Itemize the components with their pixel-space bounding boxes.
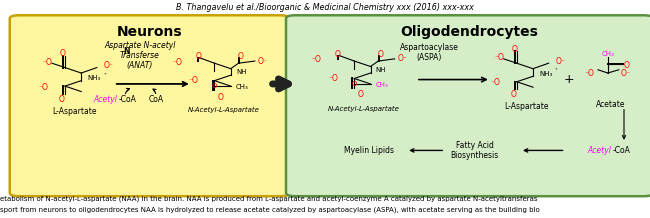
Text: -CoA: -CoA bbox=[118, 95, 136, 104]
Text: O: O bbox=[512, 44, 518, 54]
Text: CoA: CoA bbox=[148, 95, 164, 104]
Text: Myelin Lipids: Myelin Lipids bbox=[344, 146, 393, 155]
Text: O: O bbox=[195, 52, 202, 61]
Text: N-Acetyl-L-Aspartate: N-Acetyl-L-Aspartate bbox=[188, 107, 260, 113]
Text: ⁺: ⁺ bbox=[555, 68, 558, 73]
Text: Aspartate N-acetyl
Transferse
(ANAT): Aspartate N-acetyl Transferse (ANAT) bbox=[104, 41, 176, 70]
Text: ⁻O: ⁻O bbox=[491, 78, 500, 87]
Text: ⁻O: ⁻O bbox=[312, 55, 322, 65]
Text: O: O bbox=[212, 83, 217, 89]
Text: Acetyl: Acetyl bbox=[587, 146, 611, 155]
Text: O⁻: O⁻ bbox=[556, 56, 566, 66]
Text: ⁻O: ⁻O bbox=[585, 68, 595, 78]
Text: -CoA: -CoA bbox=[612, 146, 630, 155]
Text: O⁻: O⁻ bbox=[258, 56, 268, 66]
Text: ⁻O: ⁻O bbox=[188, 76, 198, 85]
Text: Fatty Acid
Biosynthesis: Fatty Acid Biosynthesis bbox=[450, 141, 499, 160]
Text: Aspartoacylase
(ASPA): Aspartoacylase (ASPA) bbox=[400, 43, 458, 62]
Text: ⁻O: ⁻O bbox=[328, 74, 338, 83]
FancyBboxPatch shape bbox=[286, 15, 650, 196]
Text: NH: NH bbox=[236, 69, 246, 75]
Text: Neurons: Neurons bbox=[117, 25, 182, 39]
Text: O⁻: O⁻ bbox=[104, 61, 114, 70]
Text: O: O bbox=[358, 90, 364, 99]
Text: Acetate: Acetate bbox=[596, 100, 626, 109]
Text: L-Aspartate: L-Aspartate bbox=[53, 107, 97, 116]
Text: CH₃: CH₃ bbox=[601, 51, 614, 58]
Text: B. Thangavelu et al./Bioorganic & Medicinal Chemistry xxx (2016) xxx-xxx: B. Thangavelu et al./Bioorganic & Medici… bbox=[176, 3, 474, 12]
Text: O⁻: O⁻ bbox=[398, 54, 408, 63]
Text: O: O bbox=[58, 95, 65, 104]
Text: O: O bbox=[624, 61, 630, 70]
Text: ⁻O: ⁻O bbox=[172, 58, 182, 67]
Text: sport from neurons to oligodendrocytes NAA is hydrolyzed to release acetate cata: sport from neurons to oligodendrocytes N… bbox=[0, 206, 540, 213]
Text: O: O bbox=[377, 50, 384, 59]
Text: O⁻: O⁻ bbox=[621, 68, 630, 78]
Text: L-Aspartate: L-Aspartate bbox=[504, 102, 549, 111]
Text: NH₃: NH₃ bbox=[540, 71, 552, 77]
Text: O: O bbox=[218, 93, 224, 102]
Text: CH₃: CH₃ bbox=[236, 84, 249, 90]
Text: N: N bbox=[124, 47, 130, 56]
Text: NH: NH bbox=[376, 67, 386, 73]
Text: NH₃: NH₃ bbox=[88, 75, 101, 82]
Text: ⁺: ⁺ bbox=[103, 73, 106, 78]
Text: Acetyl: Acetyl bbox=[93, 95, 117, 104]
Text: O: O bbox=[335, 50, 341, 59]
Text: CH₃: CH₃ bbox=[376, 82, 389, 88]
FancyBboxPatch shape bbox=[10, 15, 289, 196]
Text: +: + bbox=[564, 73, 574, 86]
Text: ⁻O: ⁻O bbox=[42, 58, 53, 67]
Text: ⁻O: ⁻O bbox=[39, 83, 49, 92]
Text: etabolism of N-acetyl-ʟ-aspartate (NAA) in the brain. NAA is produced from ʟ-asp: etabolism of N-acetyl-ʟ-aspartate (NAA) … bbox=[0, 195, 538, 202]
Text: O: O bbox=[237, 52, 244, 61]
Text: Oligodendrocytes: Oligodendrocytes bbox=[400, 25, 539, 39]
Text: O: O bbox=[60, 49, 66, 58]
Text: N-Acetyl-L-Aspartate: N-Acetyl-L-Aspartate bbox=[328, 106, 400, 112]
Text: O: O bbox=[352, 81, 357, 87]
Text: ⁻O: ⁻O bbox=[494, 53, 504, 62]
Text: O: O bbox=[510, 90, 517, 99]
